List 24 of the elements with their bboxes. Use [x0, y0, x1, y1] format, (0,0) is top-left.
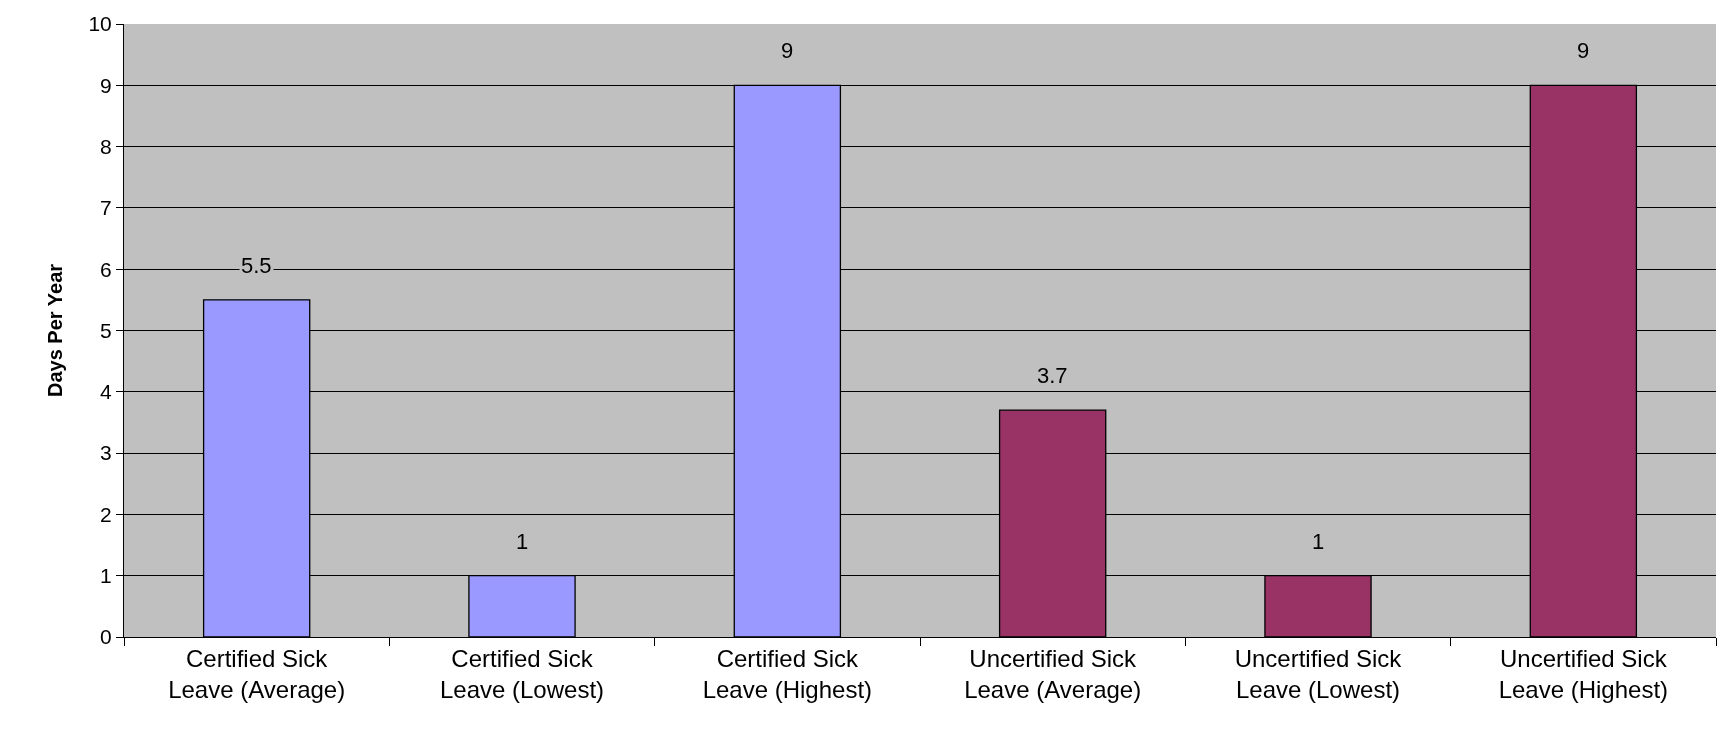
y-tick-label: 1	[100, 564, 112, 588]
x-tick-label: Uncertified Sick Leave (Lowest)	[1234, 644, 1403, 703]
data-label: 3.7	[1037, 363, 1068, 388]
data-label: 1	[1312, 529, 1325, 554]
x-tick-label: Uncertified Sick Leave (Average)	[964, 644, 1142, 703]
data-label: 5.5	[241, 253, 272, 278]
y-tick-label: 3	[100, 441, 112, 465]
y-tick-label: 4	[100, 380, 113, 404]
y-tick-label: 7	[100, 196, 112, 220]
x-tick-label: Certified Sick Leave (Lowest)	[439, 644, 605, 703]
y-tick-label: 0	[100, 625, 112, 649]
x-tick-label: Uncertified Sick Leave (Highest)	[1498, 644, 1669, 703]
data-label: 9	[1577, 38, 1590, 63]
y-tick-label: 2	[100, 502, 112, 526]
y-tick-label: 10	[88, 12, 112, 36]
data-label: 9	[781, 38, 794, 63]
y-tick-label: 8	[100, 134, 112, 158]
y-tick-label: 6	[100, 257, 112, 281]
y-tick-label: 5	[100, 318, 112, 342]
x-tick-label: Certified Sick Leave (Average)	[168, 644, 346, 703]
y-axis-title: Days Per Year	[43, 263, 66, 398]
x-tick-label: Certified Sick Leave (Highest)	[702, 644, 873, 703]
data-label: 1	[516, 529, 529, 554]
y-tick-label: 9	[100, 73, 112, 97]
